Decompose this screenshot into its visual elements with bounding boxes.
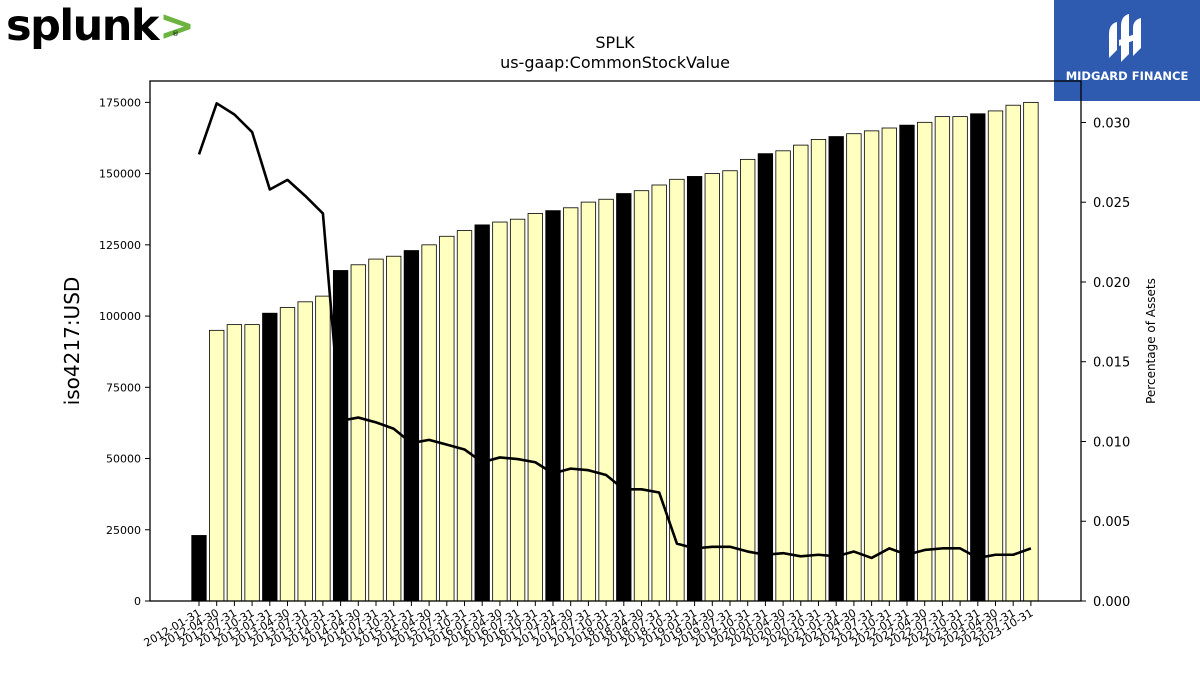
bar-2012-01-31 xyxy=(191,535,207,602)
bar-2016-04-30 xyxy=(492,221,508,602)
bar-2020-10-31 xyxy=(810,139,827,602)
bar-2019-07-31 xyxy=(722,170,738,602)
bar-2022-04-30 xyxy=(917,121,933,602)
bar-2020-04-30 xyxy=(775,150,791,602)
x-axis: 2012-01-312012-04-302012-07-312012-10-31… xyxy=(142,601,1035,650)
bar-2017-04-30 xyxy=(563,207,579,602)
bar-2022-07-31 xyxy=(934,116,951,602)
y-tick-label-left: 125000 xyxy=(99,239,141,252)
bar-2023-01-31 xyxy=(970,113,986,602)
midgard-emblem-icon xyxy=(1109,14,1141,62)
bar-2021-07-31 xyxy=(863,130,880,602)
y-tick-label-right: 0.010 xyxy=(1093,435,1130,450)
bar-2018-10-31 xyxy=(669,178,685,602)
bar-2015-04-30 xyxy=(421,244,437,602)
splunk-logo: splunk> ® xyxy=(6,0,195,52)
bar-2023-04-30 xyxy=(987,110,1004,602)
bar-2012-07-31 xyxy=(226,324,243,602)
bar-2015-10-31 xyxy=(456,230,473,602)
y-axis-label-left: iso4217:USD xyxy=(60,277,84,406)
bar-2014-01-31 xyxy=(332,270,349,602)
bar-2016-10-31 xyxy=(527,213,543,602)
percentage-line xyxy=(197,102,1032,560)
line-layer xyxy=(197,102,1032,560)
bar-2018-01-31 xyxy=(616,193,632,602)
y-tick-label-left: 25000 xyxy=(106,524,141,537)
bar-2017-07-31 xyxy=(580,201,597,602)
bar-2014-07-31 xyxy=(368,258,384,602)
bar-2016-01-31 xyxy=(474,224,490,602)
y-tick-label-right: 0.005 xyxy=(1093,515,1130,530)
y-tick-label-right: 0.020 xyxy=(1093,276,1130,291)
bar-2020-07-31 xyxy=(793,144,809,602)
bar-2019-01-31 xyxy=(686,176,703,602)
bar-2012-10-31 xyxy=(244,324,260,602)
bar-2018-07-31 xyxy=(651,184,667,602)
bar-2013-04-30 xyxy=(279,307,296,602)
y-tick-label-left: 175000 xyxy=(99,96,141,109)
bar-2016-07-31 xyxy=(509,218,526,602)
y-tick-label-right: 0.030 xyxy=(1093,116,1130,131)
y-tick-label-left: 0 xyxy=(134,595,141,608)
bar-2023-07-31 xyxy=(1005,104,1021,602)
y-axis-left: 0 25000 50000 75000 100000 125000 150000 175000 xyxy=(99,96,150,608)
bar-2020-01-31 xyxy=(757,153,774,602)
bar-2012-04-30 xyxy=(209,329,225,602)
bar-2015-01-31 xyxy=(403,250,420,602)
y-tick-label-left: 75000 xyxy=(106,381,141,394)
chart-title: SPLK xyxy=(595,33,635,52)
y-tick-label-left: 50000 xyxy=(106,453,141,466)
y-axis-label-right: Percentage of Assets xyxy=(1144,278,1158,404)
bar-2022-10-31 xyxy=(952,116,968,602)
bar-2019-10-31 xyxy=(740,158,756,602)
y-tick-label-right: 0.025 xyxy=(1093,196,1130,211)
bar-2021-01-31 xyxy=(828,136,844,602)
y-tick-label-right: 0.015 xyxy=(1093,356,1130,371)
midgard-finance-logo: MIDGARD FINANCE xyxy=(1054,0,1200,101)
y-tick-label-left: 100000 xyxy=(99,310,141,323)
bar-2017-10-31 xyxy=(598,198,614,602)
splunk-logo-reg: ® xyxy=(171,30,179,38)
bars-layer xyxy=(191,101,1039,602)
chart-subtitle: us-gaap:CommonStockValue xyxy=(500,53,730,72)
bar-2021-04-30 xyxy=(846,133,862,602)
bar-2021-10-31 xyxy=(881,127,897,602)
bar-2017-01-31 xyxy=(545,210,561,602)
bar-2015-07-31 xyxy=(439,235,455,602)
plot-frame xyxy=(149,80,1082,602)
splunk-logo-text: splunk xyxy=(6,1,159,51)
bar-2013-10-31 xyxy=(315,295,331,602)
bar-2013-01-31 xyxy=(262,312,278,602)
bar-2022-01-31 xyxy=(899,124,915,602)
y-axis-right: 0.000 0.005 0.010 0.015 0.020 0.025 0.030 xyxy=(1081,116,1130,610)
y-tick-label-right: 0.000 xyxy=(1093,595,1130,610)
bar-2018-04-30 xyxy=(633,190,650,602)
splunk-logo-chevron: > xyxy=(158,1,195,51)
midgard-logo-text: MIDGARD FINANCE xyxy=(1065,69,1189,83)
y-tick-label-left: 150000 xyxy=(99,168,141,181)
bar-2014-04-30 xyxy=(350,264,366,602)
bar-2013-07-31 xyxy=(297,301,313,602)
bar-2019-04-30 xyxy=(704,173,720,602)
bar-2023-10-31 xyxy=(1023,101,1039,602)
